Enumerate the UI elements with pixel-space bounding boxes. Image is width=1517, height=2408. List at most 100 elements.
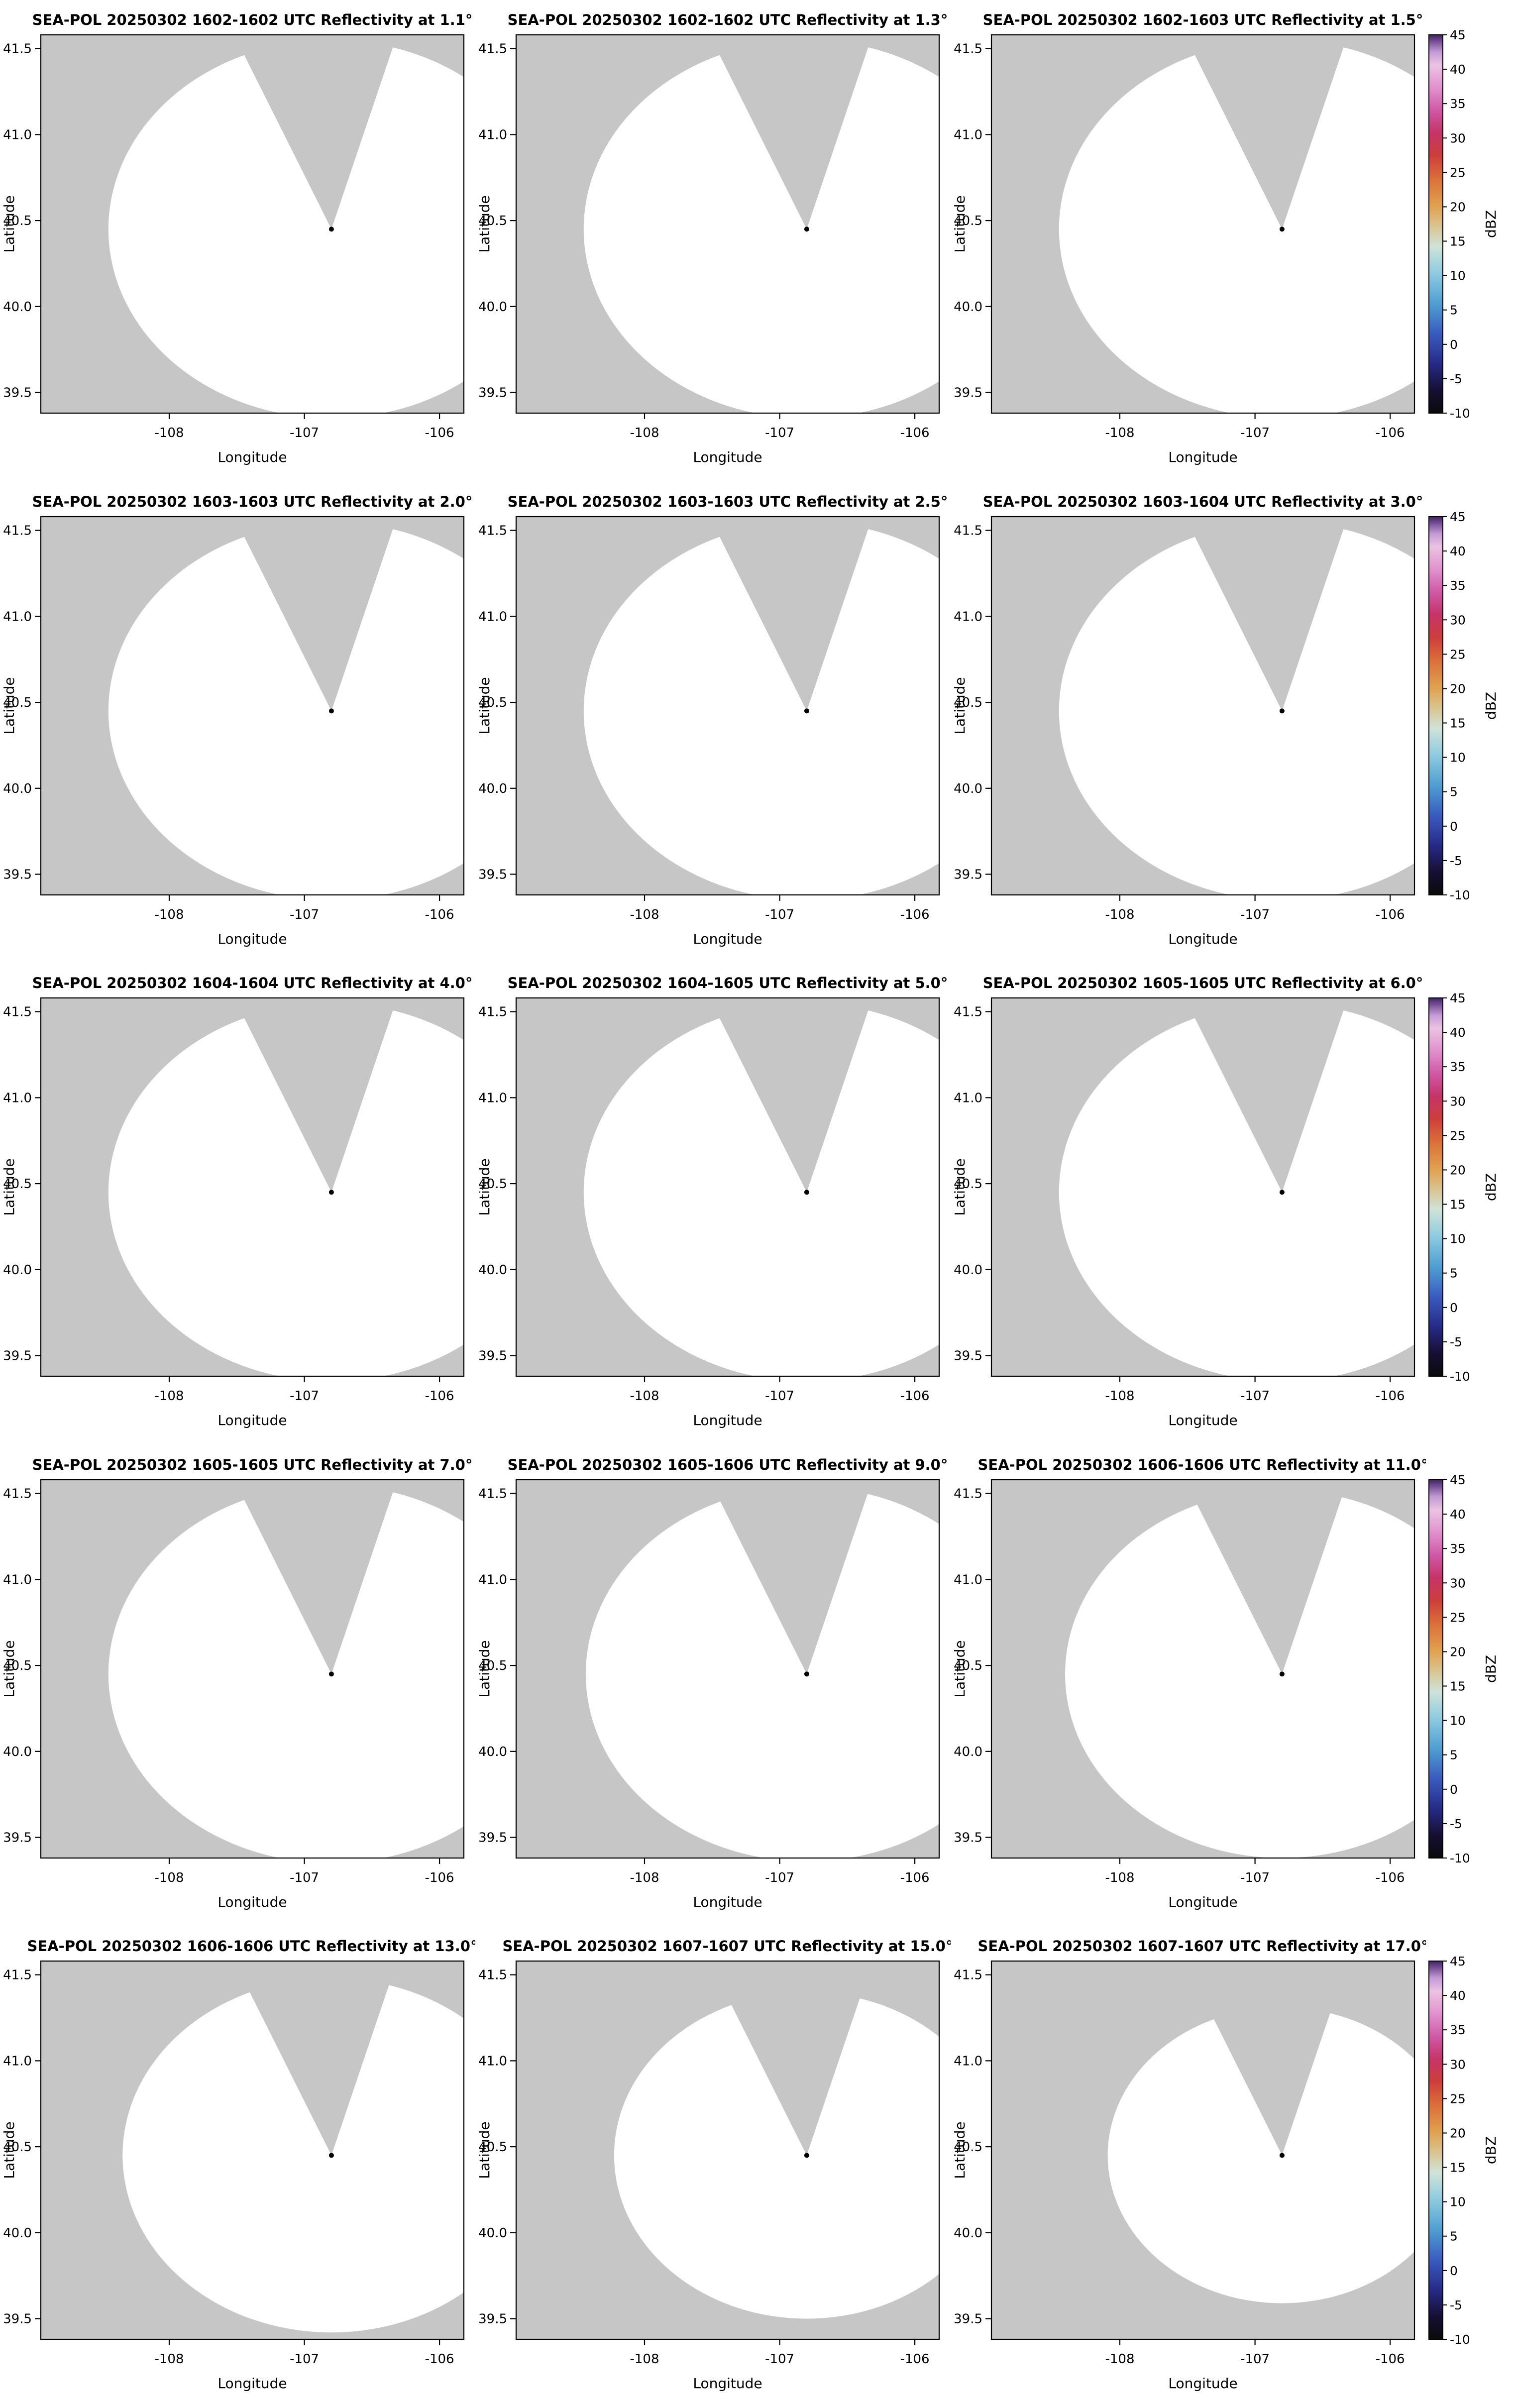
panel-title: SEA-POL 20250302 1605-1606 UTC Reflectiv… xyxy=(508,1456,948,1473)
colorbar-tick-label: 35 xyxy=(1450,97,1466,111)
map-area xyxy=(991,1479,1414,1858)
x-axis-label: Longitude xyxy=(693,1412,762,1428)
colorbar-tick-label: 15 xyxy=(1450,2161,1466,2175)
y-tick-label: 40.5 xyxy=(954,2140,982,2155)
y-axis-label: Latitude xyxy=(1,1159,17,1216)
y-tick-label: 40.5 xyxy=(478,695,507,710)
colorbar-tick-label: 5 xyxy=(1450,2229,1458,2244)
colorbar-tick-label: 15 xyxy=(1450,1679,1466,1693)
y-tick-label: 40.0 xyxy=(3,781,32,796)
map-area xyxy=(991,998,1414,1377)
colorbar-tick-label: 5 xyxy=(1450,1266,1458,1281)
y-tick-label: 41.0 xyxy=(478,1572,507,1587)
panel-title: SEA-POL 20250302 1602-1602 UTC Reflectiv… xyxy=(32,11,473,28)
plot-border xyxy=(990,34,1415,414)
panel-title: SEA-POL 20250302 1603-1603 UTC Reflectiv… xyxy=(32,493,473,510)
y-tick-label: 40.0 xyxy=(478,2226,507,2241)
y-tick-label: 39.5 xyxy=(3,1830,32,1845)
radar-panel: SEA-POL 20250302 1603-1604 UTC Reflectiv… xyxy=(952,493,1423,947)
radar-coverage-disc xyxy=(122,1978,464,2333)
colorbar-tick-label: 35 xyxy=(1450,578,1466,593)
y-tick-label: 40.0 xyxy=(954,1263,982,1278)
x-tick-label: -108 xyxy=(154,2352,184,2367)
plot-border xyxy=(515,997,940,1377)
map-area xyxy=(41,1961,464,2340)
colorbar-tick-label: -5 xyxy=(1450,372,1462,386)
y-tick-label: 41.0 xyxy=(478,609,507,624)
y-tick-label: 41.5 xyxy=(478,1005,507,1020)
x-tick-label: -106 xyxy=(425,1389,454,1404)
y-tick-label: 40.5 xyxy=(478,1658,507,1673)
map-area xyxy=(516,516,939,895)
colorbar-tick-label: 0 xyxy=(1450,1782,1458,1797)
colorbar-tick-label: 25 xyxy=(1450,1610,1466,1625)
y-tick-label: 41.0 xyxy=(478,1091,507,1106)
colorbar-tick-label: 5 xyxy=(1450,1748,1458,1762)
panel-title: SEA-POL 20250302 1607-1607 UTC Reflectiv… xyxy=(978,1938,1426,1955)
colorbar-tick-label: 15 xyxy=(1450,234,1466,249)
radar-panel: SEA-POL 20250302 1606-1606 UTC Reflectiv… xyxy=(952,1456,1426,1910)
y-tick-label: 40.0 xyxy=(478,781,507,796)
radar-location-marker xyxy=(804,708,809,713)
radar-panel: SEA-POL 20250302 1605-1605 UTC Reflectiv… xyxy=(1,1456,473,1910)
y-tick-label: 39.5 xyxy=(478,2312,507,2327)
y-tick-label: 41.5 xyxy=(3,1486,32,1501)
radar-location-marker xyxy=(328,2153,334,2158)
y-axis-label: Latitude xyxy=(476,195,493,252)
colorbar-tick-label: 10 xyxy=(1450,269,1466,283)
plot-border xyxy=(40,1961,465,2340)
colorbar-tick-label: 30 xyxy=(1450,131,1466,145)
panel-title: SEA-POL 20250302 1603-1603 UTC Reflectiv… xyxy=(508,493,948,510)
panel-title: SEA-POL 20250302 1605-1605 UTC Reflectiv… xyxy=(32,1456,473,1473)
panel-title: SEA-POL 20250302 1606-1606 UTC Reflectiv… xyxy=(27,1938,475,1955)
x-tick-label: -107 xyxy=(290,1389,319,1404)
colorbar-tick-label: 40 xyxy=(1450,1025,1466,1040)
y-tick-label: 41.0 xyxy=(3,1091,32,1106)
x-axis-label: Longitude xyxy=(217,1894,287,1910)
panel-title: SEA-POL 20250302 1604-1605 UTC Reflectiv… xyxy=(508,975,948,991)
panel-title: SEA-POL 20250302 1603-1604 UTC Reflectiv… xyxy=(983,493,1423,510)
y-axis-label: Latitude xyxy=(1,195,17,252)
radar-location-marker xyxy=(1279,1671,1285,1677)
y-tick-label: 41.0 xyxy=(3,127,32,142)
x-tick-label: -107 xyxy=(1240,2352,1270,2367)
colorbar-tick-label: 0 xyxy=(1450,337,1458,352)
figure-row: SEA-POL 20250302 1605-1605 UTC Reflectiv… xyxy=(0,1445,1517,1927)
colorbar-tick-label: 0 xyxy=(1450,1301,1458,1315)
x-tick-label: -107 xyxy=(1240,1870,1270,1885)
map-area xyxy=(41,516,464,895)
x-tick-label: -106 xyxy=(1376,1389,1405,1404)
y-tick-label: 39.5 xyxy=(3,1349,32,1364)
colorbar-tick-label: 15 xyxy=(1450,1198,1466,1212)
y-tick-label: 41.0 xyxy=(3,1572,32,1587)
y-axis-label: Latitude xyxy=(476,1640,493,1697)
y-axis-label: Latitude xyxy=(476,677,493,734)
x-tick-label: -106 xyxy=(1376,426,1405,440)
figure-row: SEA-POL 20250302 1606-1606 UTC Reflectiv… xyxy=(0,1926,1517,2408)
colorbar-gradient xyxy=(1428,1479,1443,1859)
y-tick-label: 41.5 xyxy=(478,1968,507,1983)
plot-border xyxy=(990,997,1415,1377)
colorbar-label: dBZ xyxy=(1483,1173,1499,1201)
colorbar-label: dBZ xyxy=(1483,2136,1499,2164)
y-axis-label: Latitude xyxy=(952,1640,968,1697)
panel-title: SEA-POL 20250302 1604-1604 UTC Reflectiv… xyxy=(32,975,473,991)
missing-sector-wedge xyxy=(1185,35,1348,229)
colorbar-tick-label: -5 xyxy=(1450,2298,1462,2312)
y-tick-label: 40.5 xyxy=(954,214,982,228)
colorbar-tick-label: -10 xyxy=(1450,406,1470,421)
y-tick-label: 40.0 xyxy=(3,300,32,315)
x-tick-label: -108 xyxy=(1105,1389,1134,1404)
colorbar-tick-label: 20 xyxy=(1450,200,1466,215)
radar-coverage-disc xyxy=(1059,40,1414,413)
x-tick-label: -106 xyxy=(900,907,930,922)
colorbar-tick-label: -5 xyxy=(1450,1335,1462,1349)
y-tick-label: 40.0 xyxy=(3,2226,32,2241)
colorbar-tick-label: 10 xyxy=(1450,2195,1466,2209)
colorbar-tick-label: -10 xyxy=(1450,888,1470,902)
x-axis-label: Longitude xyxy=(217,449,287,465)
y-tick-label: 41.0 xyxy=(954,1091,982,1106)
map-area xyxy=(991,516,1414,895)
colorbar-tick-label: -5 xyxy=(1450,1817,1462,1831)
x-tick-label: -107 xyxy=(765,1870,794,1885)
